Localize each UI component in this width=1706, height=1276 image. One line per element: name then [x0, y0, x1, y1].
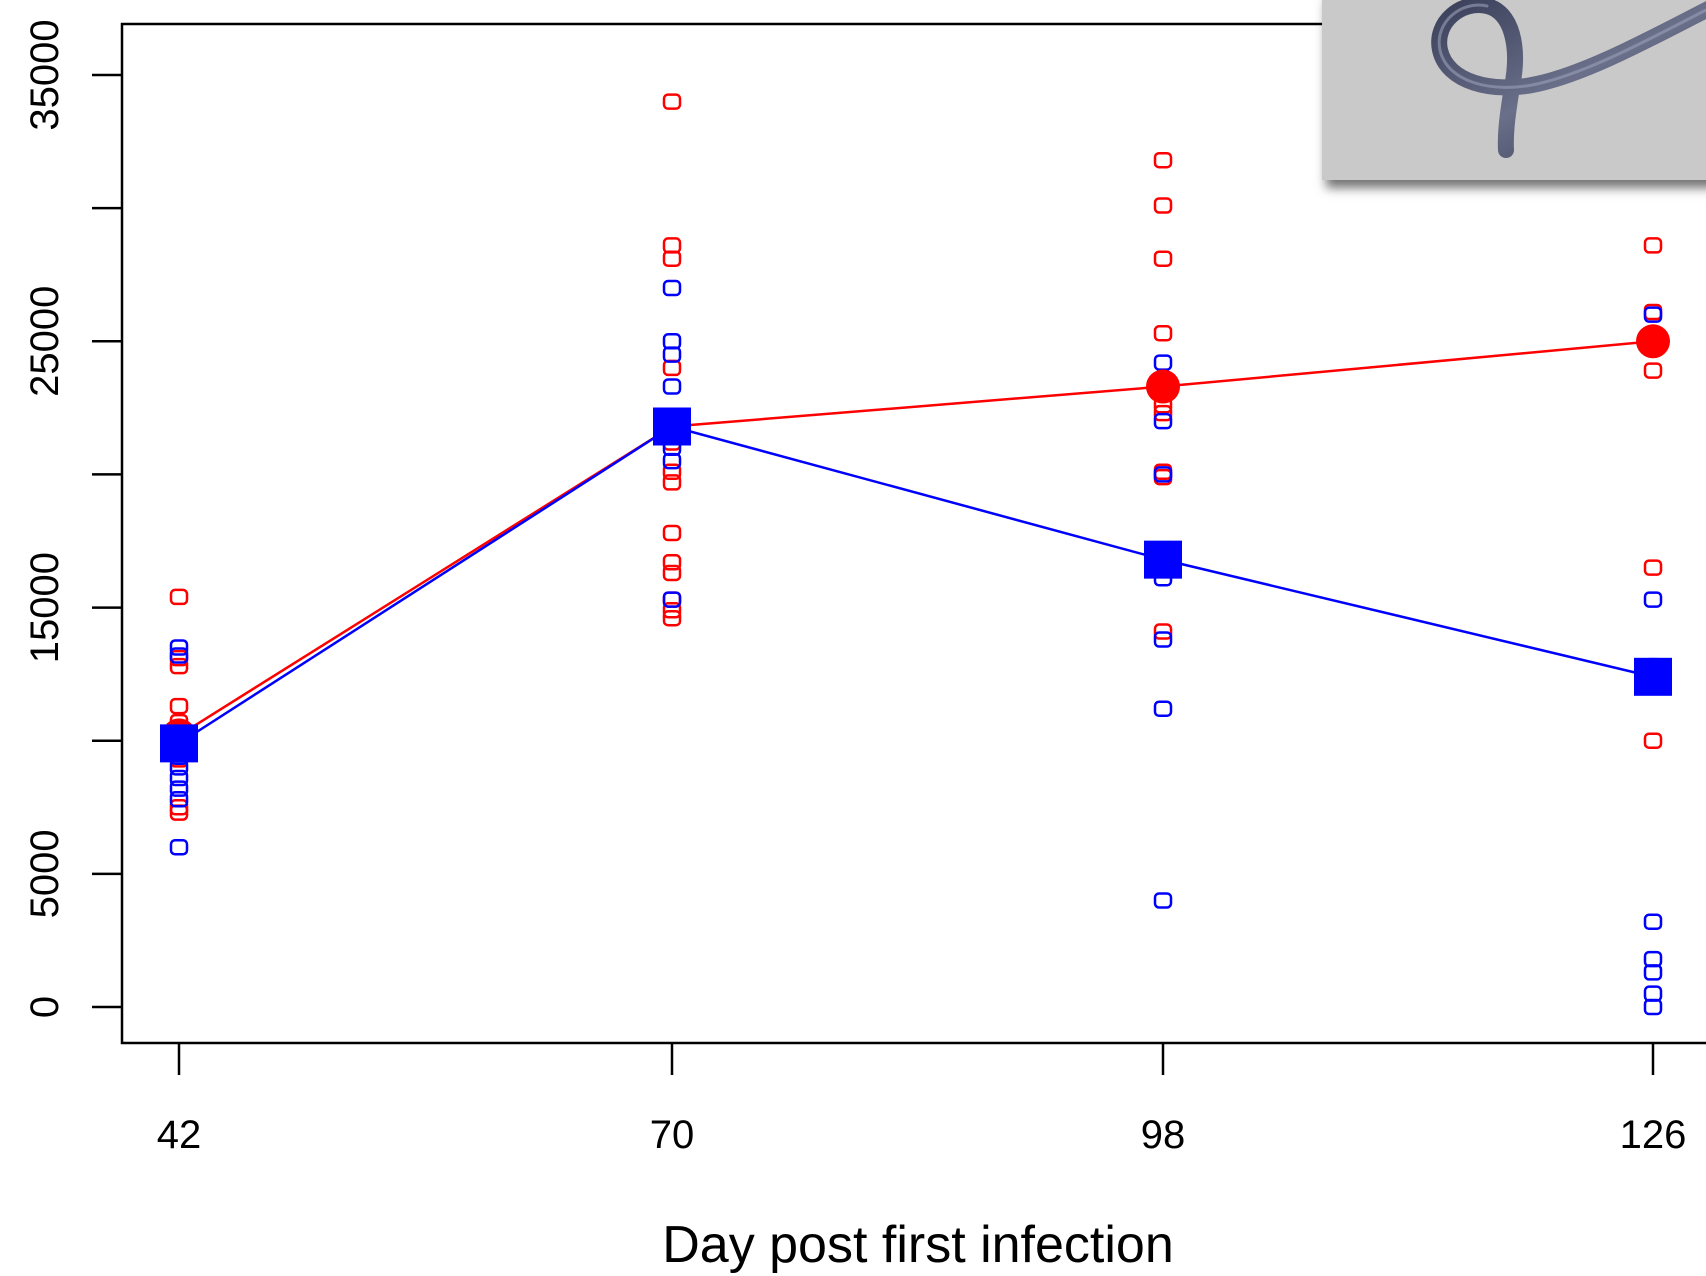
data-point [1643, 964, 1663, 981]
data-point [1153, 892, 1173, 909]
data-point [1153, 700, 1173, 718]
x-axis-title: Day post first infection [662, 1216, 1174, 1274]
data-point [662, 346, 682, 363]
data-point [662, 237, 682, 254]
data-point [662, 250, 682, 267]
data-point [1643, 913, 1663, 931]
series-line [178, 340, 1654, 737]
data-point [1643, 559, 1663, 576]
x-tick-label: 70 [650, 1113, 695, 1157]
data-point [169, 697, 189, 715]
data-point [1153, 250, 1173, 267]
series-lines [178, 340, 1654, 745]
data-point [169, 647, 189, 664]
data-point [662, 591, 682, 608]
mean-marker [160, 724, 198, 763]
y-tick-label: 5000 [23, 829, 67, 918]
data-point [662, 601, 682, 619]
mean-marker [1144, 540, 1182, 579]
data-point [169, 780, 189, 797]
data-point [662, 474, 682, 491]
data-point [169, 769, 189, 787]
data-point [169, 639, 189, 656]
data-point [1153, 631, 1173, 648]
data-point [1153, 325, 1173, 342]
mean-marker [1634, 657, 1672, 696]
data-point [662, 93, 682, 110]
data-point [662, 524, 682, 542]
data-point [1643, 985, 1663, 1002]
data-point [169, 838, 189, 856]
axes [92, 22, 1706, 1075]
data-point [1153, 151, 1173, 169]
y-tick-label: 25000 [23, 286, 67, 397]
x-tick-label: 42 [157, 1113, 202, 1157]
data-point [662, 564, 682, 582]
coiled-worm-photo-icon [1322, 0, 1706, 180]
data-point [662, 333, 682, 350]
data-point [1643, 237, 1663, 254]
data-point [662, 609, 682, 627]
x-tick-label: 126 [1620, 1113, 1687, 1157]
data-point [1643, 950, 1663, 968]
data-point [1643, 306, 1663, 323]
plot-frame [120, 22, 1706, 1045]
y-tick-label: 35000 [23, 19, 67, 130]
data-point [662, 279, 682, 297]
y-tick-label: 15000 [23, 552, 67, 663]
data-point [1643, 591, 1663, 608]
data-point [662, 554, 682, 571]
data-point [662, 359, 682, 377]
data-point [169, 588, 189, 606]
data-point [169, 657, 189, 675]
data-points [169, 93, 1663, 1016]
x-tick-label: 98 [1141, 1113, 1186, 1157]
data-point [169, 804, 189, 821]
data-point [1153, 197, 1173, 214]
data-point [662, 378, 682, 395]
data-point [1643, 998, 1663, 1016]
data-point [1153, 412, 1173, 430]
data-point [1643, 732, 1663, 749]
data-point [662, 463, 682, 481]
data-point [1153, 354, 1173, 371]
mean-markers [160, 324, 1672, 763]
mean-marker [1636, 324, 1670, 359]
data-point [1153, 404, 1173, 422]
data-point [169, 791, 189, 808]
mean-marker [653, 407, 691, 446]
mean-marker [1146, 369, 1180, 404]
data-point [662, 452, 682, 470]
y-tick-label: 0 [23, 996, 67, 1018]
data-point [1643, 362, 1663, 379]
data-point [1153, 623, 1173, 640]
tick-labels: 0 5000 15000 25000 35000 42 70 98 126 [23, 19, 1686, 1157]
series-line [178, 425, 1654, 745]
data-point [1153, 466, 1173, 483]
